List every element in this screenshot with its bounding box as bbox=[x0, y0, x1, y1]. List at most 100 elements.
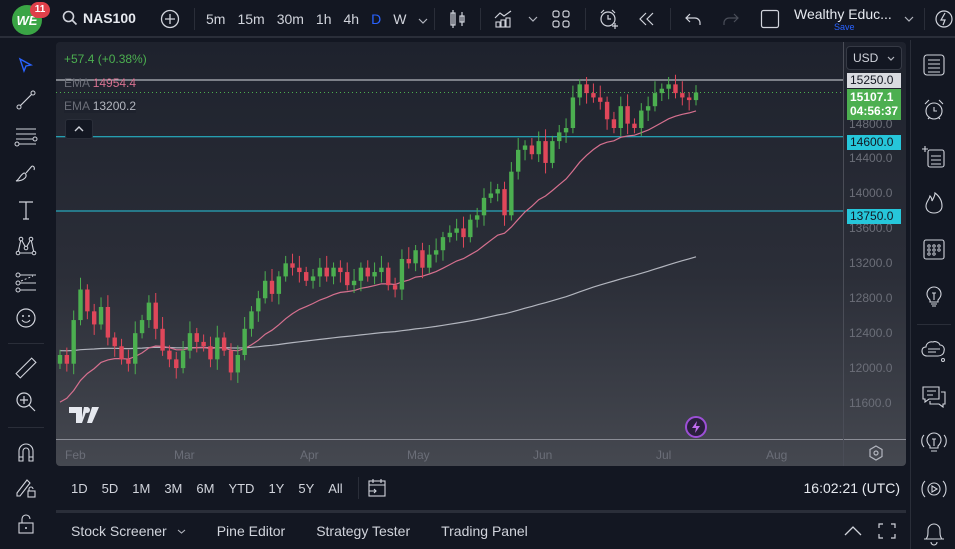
redo-button[interactable] bbox=[722, 0, 740, 38]
timeframe-d[interactable]: D bbox=[371, 11, 382, 27]
range-5y[interactable]: 5Y bbox=[298, 480, 315, 496]
range-5d[interactable]: 5D bbox=[101, 480, 119, 496]
timeframe-1h[interactable]: 1h bbox=[315, 11, 332, 27]
alerts-button[interactable] bbox=[919, 95, 949, 125]
hline-tag-14600: 14600.0 bbox=[847, 135, 901, 150]
range-all[interactable]: All bbox=[328, 480, 343, 496]
square-icon bbox=[760, 9, 780, 29]
timeframe-4h[interactable]: 4h bbox=[343, 11, 360, 27]
price-axis[interactable]: USD 14800.0 14400.0 14000.0 13600.0 1320… bbox=[843, 42, 906, 466]
range-1y[interactable]: 1Y bbox=[268, 480, 285, 496]
candles-icon bbox=[450, 10, 465, 28]
minds-button[interactable] bbox=[919, 336, 949, 366]
hotlists-button[interactable] bbox=[919, 188, 949, 218]
top-toolbar: WE 11 NAS100 5m 15m 30m 1h 4h D W bbox=[0, 0, 955, 38]
indicators-dropdown[interactable] bbox=[528, 0, 538, 38]
chat-button[interactable] bbox=[919, 382, 949, 412]
emoji-tool[interactable] bbox=[12, 304, 40, 332]
save-label[interactable]: Save bbox=[834, 22, 855, 32]
timeframe-30m[interactable]: 30m bbox=[276, 11, 304, 27]
fullscreen-layout-button[interactable] bbox=[760, 0, 780, 38]
magnet-tool[interactable] bbox=[12, 438, 40, 466]
timeframe-15m[interactable]: 15m bbox=[237, 11, 265, 27]
prediction-tool[interactable] bbox=[12, 268, 40, 296]
plus-circle-icon bbox=[160, 9, 180, 29]
range-6m[interactable]: 6M bbox=[196, 480, 215, 496]
collapse-legend-button[interactable] bbox=[65, 119, 93, 139]
pattern-tool[interactable] bbox=[12, 232, 40, 260]
ruler-icon bbox=[15, 357, 37, 379]
tab-pine-editor[interactable]: Pine Editor bbox=[216, 523, 286, 539]
lightning-event-button[interactable] bbox=[685, 416, 707, 438]
lock-all-tool[interactable] bbox=[12, 510, 40, 538]
chevron-down-icon bbox=[177, 529, 186, 534]
lightbulb-icon bbox=[926, 286, 942, 307]
tab-stock-screener[interactable]: Stock Screener bbox=[71, 523, 186, 539]
goto-date-button[interactable] bbox=[367, 478, 387, 498]
range-3m[interactable]: 3M bbox=[164, 480, 183, 496]
cursor-tool[interactable] bbox=[12, 52, 40, 80]
list-icon bbox=[923, 54, 945, 76]
calendar-button[interactable] bbox=[919, 234, 949, 264]
pattern-icon bbox=[15, 236, 37, 256]
currency-selector[interactable]: USD bbox=[846, 46, 902, 70]
brush-icon bbox=[15, 165, 35, 182]
chart-pane[interactable]: +57.4 (+0.38%) EMA 14954.4 EMA 13200.2 U… bbox=[56, 42, 906, 466]
chevron-down-icon bbox=[528, 16, 538, 22]
brush-tool[interactable] bbox=[12, 160, 40, 188]
clock-timezone[interactable]: 16:02:21 (UTC) bbox=[803, 480, 900, 496]
chart-type-button[interactable] bbox=[448, 0, 468, 38]
notifications-button[interactable] bbox=[919, 518, 949, 548]
timeframe-w[interactable]: W bbox=[393, 11, 407, 27]
gear-icon bbox=[868, 445, 883, 461]
calendar-icon bbox=[923, 239, 945, 260]
current-price-tag: 15107.1 04:56:37 bbox=[847, 89, 901, 120]
quick-search-button[interactable] bbox=[934, 0, 954, 38]
time-axis[interactable]: Feb Mar Apr May Jun Jul Aug bbox=[56, 439, 843, 466]
watchlist-button[interactable] bbox=[919, 50, 949, 80]
symbol-search[interactable]: NAS100 bbox=[62, 10, 136, 26]
zoom-tool[interactable] bbox=[12, 388, 40, 416]
bell-icon bbox=[924, 523, 944, 546]
range-ytd[interactable]: YTD bbox=[228, 480, 255, 496]
tab-strategy-tester[interactable]: Strategy Tester bbox=[316, 523, 411, 539]
layout-name-button[interactable]: Wealthy Educ... Save bbox=[794, 0, 892, 38]
indicators-button[interactable] bbox=[493, 0, 515, 38]
trendline-tool[interactable] bbox=[12, 86, 40, 114]
layout-dropdown[interactable] bbox=[904, 0, 914, 38]
chart-settings-button[interactable] bbox=[844, 439, 906, 466]
ema-slow-legend[interactable]: EMA 13200.2 bbox=[64, 99, 137, 113]
text-icon bbox=[19, 201, 33, 220]
rewind-icon bbox=[639, 12, 654, 26]
timeframe-5m[interactable]: 5m bbox=[206, 11, 226, 27]
signals-button[interactable] bbox=[919, 427, 949, 457]
play-broadcast-icon bbox=[921, 480, 947, 498]
lock-drawings-tool[interactable] bbox=[12, 474, 40, 502]
compare-symbol-button[interactable] bbox=[160, 0, 180, 38]
tv-logo-icon bbox=[69, 407, 99, 423]
tradingview-logo[interactable] bbox=[68, 406, 100, 429]
undo-icon bbox=[685, 13, 701, 25]
maximize-panel-button[interactable] bbox=[878, 523, 896, 539]
timeframe-dropdown[interactable] bbox=[412, 11, 434, 27]
hline-tag-15250: 15250.0 bbox=[847, 73, 901, 88]
object-tree-button[interactable] bbox=[919, 142, 949, 172]
measure-tool[interactable] bbox=[12, 354, 40, 382]
streams-button[interactable] bbox=[919, 474, 949, 504]
range-1d[interactable]: 1D bbox=[71, 480, 88, 496]
replay-button[interactable] bbox=[638, 0, 656, 38]
range-1m[interactable]: 1M bbox=[132, 480, 151, 496]
tab-trading-panel[interactable]: Trading Panel bbox=[441, 523, 528, 539]
expand-panel-button[interactable] bbox=[844, 526, 862, 536]
create-alert-button[interactable] bbox=[598, 0, 620, 38]
ideas-button[interactable] bbox=[919, 281, 949, 311]
chevron-down-icon bbox=[904, 16, 914, 22]
ema-fast-legend[interactable]: EMA 14954.4 bbox=[64, 76, 137, 90]
horizontal-lines-tool[interactable] bbox=[12, 122, 40, 150]
text-tool[interactable] bbox=[12, 196, 40, 224]
broadcast-bulb-icon bbox=[921, 432, 947, 452]
trend-line-icon bbox=[16, 90, 36, 110]
timeframe-group: 5m 15m 30m 1h 4h D W bbox=[200, 0, 434, 38]
undo-button[interactable] bbox=[684, 0, 702, 38]
layout-templates-button[interactable] bbox=[552, 0, 570, 38]
